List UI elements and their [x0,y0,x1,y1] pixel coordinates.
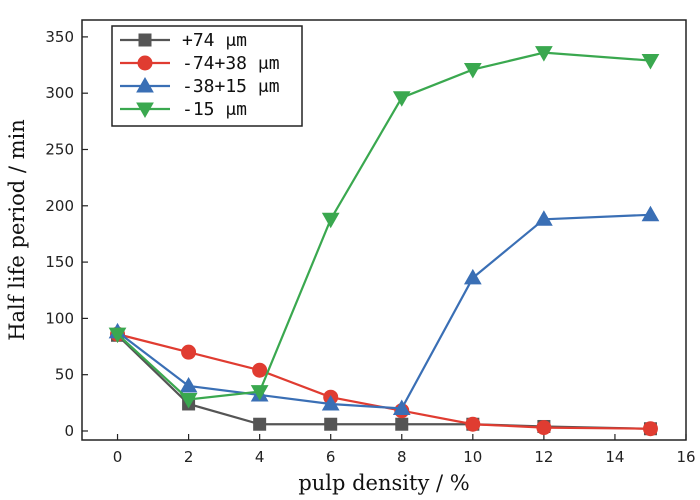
legend-label: -38+15 μm [182,76,280,97]
data-point [463,63,482,79]
series-layer [108,46,660,437]
y-axis-title: Half life period / min [5,119,29,341]
series-3 [108,205,660,415]
legend-marker [136,76,154,93]
data-point [253,417,267,431]
series-line [116,334,651,430]
legend-label: +74 μm [182,30,247,51]
y-tick-label: 150 [45,253,74,271]
plot-frame [81,19,687,441]
series-2 [110,326,658,437]
x-tick-label: 8 [397,448,407,466]
legend-marker [136,102,154,119]
legend-marker [138,33,152,47]
data-point [465,416,481,432]
data-point [252,362,268,378]
data-point [392,399,411,415]
y-tick-label: 350 [45,28,74,46]
data-point [641,54,660,70]
data-point [641,205,660,222]
legend-item: +74 μm [120,30,247,51]
legend-label: -74+38 μm [182,53,280,74]
data-point [181,344,197,360]
series-1 [111,328,657,436]
x-tick-label: 2 [184,448,194,466]
data-point [179,392,198,409]
x-tick-label: 12 [534,448,553,466]
x-axis-title: pulp density / % [298,471,469,495]
x-tick-label: 6 [326,448,336,466]
data-point [324,417,338,431]
data-point [536,420,552,436]
data-point [395,417,409,431]
y-tick-label: 250 [45,140,74,158]
data-point [535,46,553,62]
y-tick-label: 200 [45,197,74,215]
data-point [535,210,553,226]
data-point [250,385,269,401]
x-axis: 0 2 4 6 8 10 12 14 16 [113,434,696,466]
y-tick-label: 50 [55,366,74,384]
data-point [321,394,340,411]
data-point [642,421,658,437]
x-tick-label: 4 [255,448,265,466]
legend-item: -38+15 μm [120,76,280,97]
data-point [179,376,198,393]
y-tick-label: 300 [45,84,74,102]
data-point [463,268,482,285]
series-line [117,333,651,430]
series-line [116,51,651,401]
y-axis: 0 50 100 150 200 250 300 350 [45,28,88,440]
y-tick-label: 0 [64,422,74,440]
data-point [108,327,127,344]
legend-marker [137,55,153,71]
x-tick-label: 0 [113,448,123,466]
series-4 [108,46,660,409]
legend-item: -74+38 μm [120,53,280,74]
data-point [321,212,340,229]
y-tick-label: 100 [45,309,74,327]
series-line [116,213,651,410]
legend: +74 μm-74+38 μm-38+15 μm-15 μm [111,25,303,127]
x-tick-label: 10 [463,448,482,466]
data-point [392,91,411,107]
x-tick-label: 14 [605,448,624,466]
x-tick-label: 16 [676,448,695,466]
legend-label: -15 μm [182,99,247,120]
legend-item: -15 μm [120,99,247,120]
